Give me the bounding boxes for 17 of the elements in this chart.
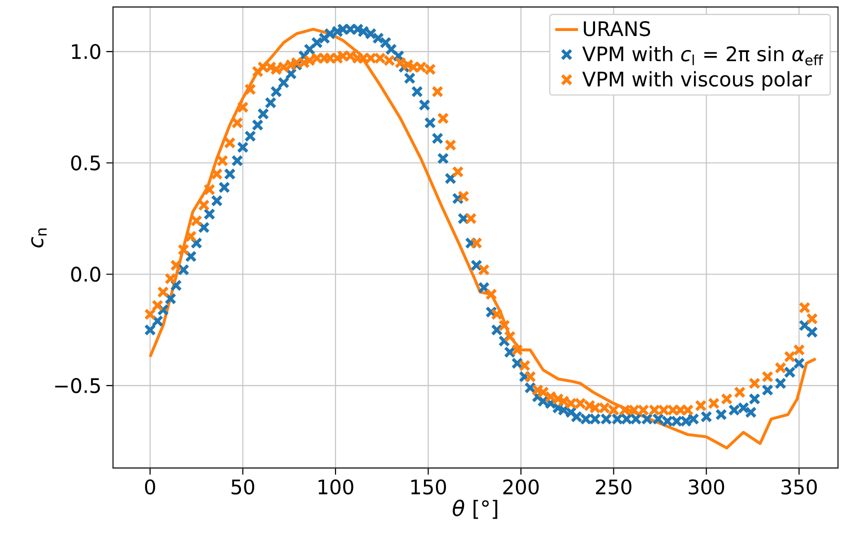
x-tick-label: 350 [782,479,817,494]
legend-label: VPM with c$_{l}$ = 2π sin α$_{eff}$ [582,46,824,66]
y-tick-label: 0.0 [71,266,100,282]
y-axis-title: c$_{n}$ [31,228,47,248]
x-tick-label: 100 [318,479,354,494]
x-tick-label: 300 [688,479,724,494]
x-tick-label: 0 [145,479,156,494]
x-axis-title: θ [°] [452,500,498,519]
x-tick-label: 150 [411,479,446,494]
x-tick-label: 50 [232,479,254,494]
y-tick-label: −0.5 [55,378,100,394]
x-tick-label: 250 [596,479,632,494]
y-tick-label: 1.0 [72,44,100,60]
legend-label: VPM with viscous polar [582,71,812,91]
legend-label: URANS [584,21,650,36]
x-tick-label: 200 [503,479,539,494]
y-tick-label: 0.5 [71,155,100,170]
